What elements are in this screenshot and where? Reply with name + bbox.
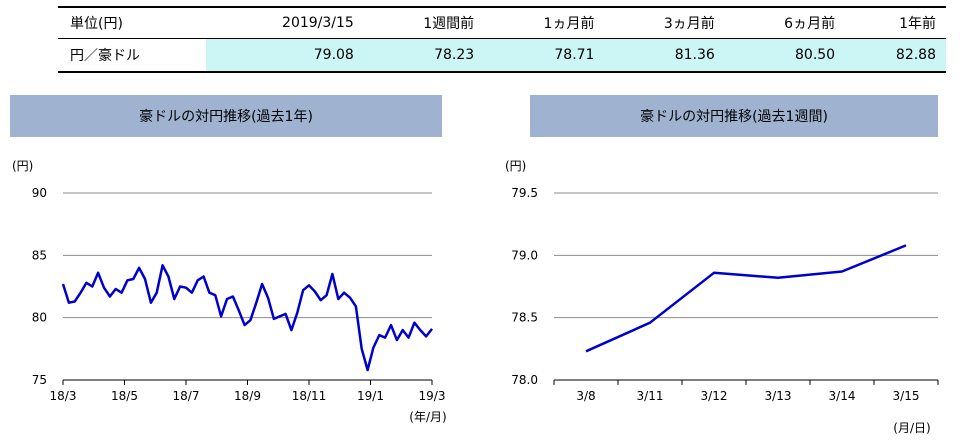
y-tick-label: 75: [32, 373, 47, 387]
header-1week: 1週間前: [363, 6, 485, 39]
y-tick-label: 80: [32, 311, 47, 325]
chart-1year-title: 豪ドルの対円推移(過去1年): [10, 95, 442, 137]
value-3month: 81.36: [604, 38, 725, 73]
value-1month: 78.71: [484, 38, 605, 73]
x-tick-label: 3/12: [701, 389, 728, 403]
series-line: [61, 264, 433, 372]
value-1week: 78.23: [363, 38, 485, 73]
header-current: 2019/3/15: [206, 6, 364, 39]
x-tick-label: 18/9: [234, 389, 261, 403]
x-tick-label: 3/8: [576, 389, 595, 403]
x-tick-label: 18/7: [173, 389, 200, 403]
x-axis-label: (年/月): [409, 410, 446, 424]
x-axis-label: (月/日): [893, 421, 930, 435]
y-tick-label: 85: [32, 248, 47, 262]
header-unit: 単位(円): [58, 6, 206, 39]
y-axis-label: (円): [12, 159, 33, 173]
chart-1week-title: 豪ドルの対円推移(過去1週間): [530, 95, 938, 137]
value-current: 79.08: [206, 38, 364, 73]
y-tick-label: 78.5: [511, 311, 538, 325]
series-line: [585, 244, 907, 353]
x-tick-label: 18/11: [292, 389, 327, 403]
x-tick-label: 3/15: [893, 389, 920, 403]
table-row: 円／豪ドル 79.08 78.23 78.71 81.36 80.50 82.8…: [58, 38, 946, 73]
y-tick-label: 90: [32, 186, 47, 200]
chart-1week: 79.5 79.0 78.5 78.0 3/8 3/11 3/12 3/13 3/14 3/15 (…: [505, 159, 939, 435]
x-tick-label: 3/11: [637, 389, 664, 403]
y-tick-label: 78.0: [511, 373, 538, 387]
value-1year: 82.88: [845, 38, 946, 73]
y-axis-label: (円): [505, 159, 526, 173]
header-3month: 3ヵ月前: [604, 6, 725, 39]
x-tick-label: 18/5: [111, 389, 138, 403]
x-tick-label: 3/13: [765, 389, 792, 403]
y-tick-label: 79.5: [511, 186, 538, 200]
x-tick-label: 19/1: [357, 389, 384, 403]
header-1month: 1ヵ月前: [484, 6, 605, 39]
y-tick-label: 79.0: [511, 248, 538, 262]
x-tick-label: 3/14: [829, 389, 856, 403]
row-label: 円／豪ドル: [58, 38, 206, 73]
rate-table: 単位(円) 2019/3/15 1週間前 1ヵ月前 3ヵ月前 6ヵ月前 1年前 …: [58, 6, 946, 73]
table-header-row: 単位(円) 2019/3/15 1週間前 1ヵ月前 3ヵ月前 6ヵ月前 1年前: [58, 6, 946, 39]
x-tick-label: 18/3: [50, 389, 77, 403]
header-6month: 6ヵ月前: [724, 6, 846, 39]
header-1year: 1年前: [845, 6, 946, 39]
x-tick-label: 19/3: [419, 389, 446, 403]
value-6month: 80.50: [724, 38, 846, 73]
